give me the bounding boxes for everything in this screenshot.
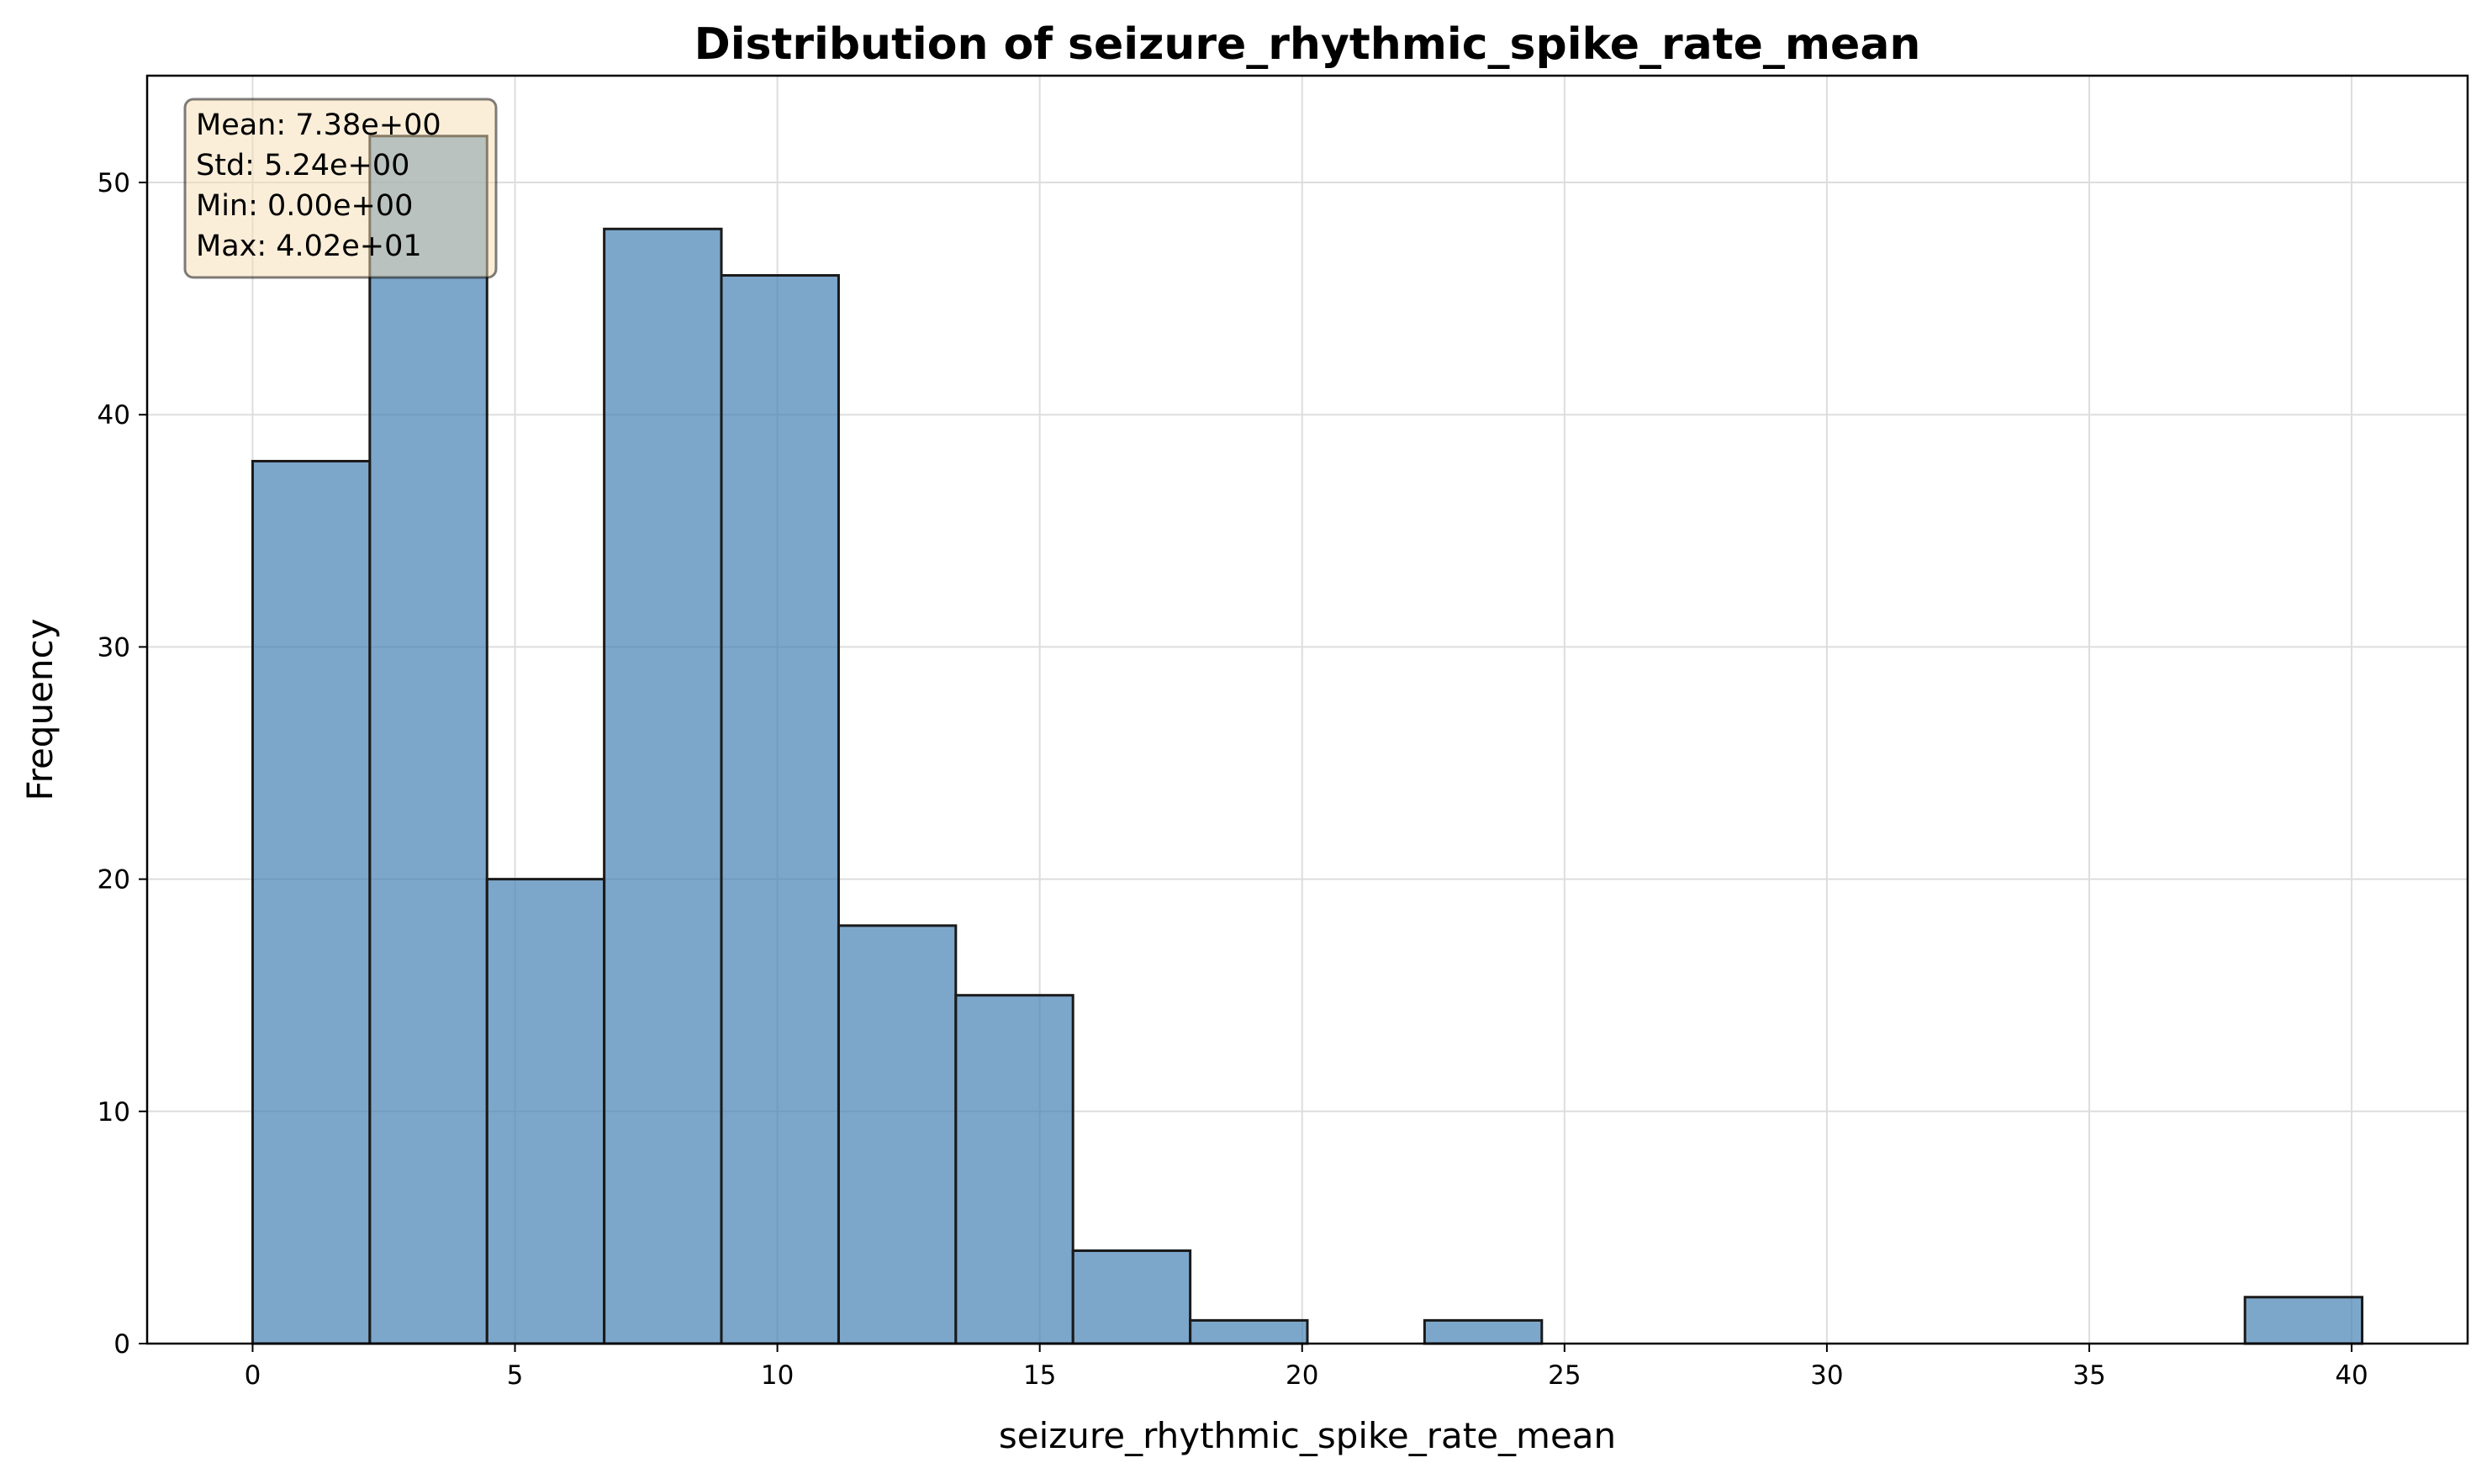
histogram-bar-5 [837, 924, 958, 1345]
stats-max: Max: 4.02e+01 [196, 230, 422, 263]
x-tick-label-3: 15 [1023, 1360, 1056, 1391]
y-tick-label-2: 20 [98, 865, 130, 895]
x-tick-label-8: 40 [2335, 1360, 2368, 1391]
stats-box: Mean: 7.38e+00 Std: 5.24e+00 Min: 0.00e+… [183, 98, 498, 279]
x-tick-label-0: 0 [245, 1360, 261, 1391]
y-tick-label-1: 10 [98, 1097, 130, 1128]
stats-std: Std: 5.24e+00 [196, 149, 409, 182]
stats-min: Min: 0.00e+00 [196, 189, 413, 223]
y-tick-label-4: 40 [98, 400, 130, 430]
x-axis-title: seizure_rhythmic_spike_rate_mean [999, 1415, 1616, 1456]
stats-box-background [183, 98, 498, 279]
x-tick-label-6: 30 [1810, 1360, 1843, 1391]
histogram-bar-6 [954, 994, 1074, 1345]
histogram-bar-7 [1071, 1249, 1192, 1345]
histogram-bar-10 [1423, 1318, 1544, 1345]
histogram-bars [251, 135, 2364, 1345]
x-tick-label-2: 10 [761, 1360, 794, 1391]
histogram-bar-8 [1189, 1318, 1309, 1345]
x-tick-label-1: 5 [507, 1360, 524, 1391]
histogram-bar-1 [368, 135, 488, 1345]
histogram-bar-0 [251, 459, 372, 1345]
y-tick-label-5: 50 [98, 168, 130, 198]
axes-frame [145, 74, 2469, 1345]
stats-mean: Mean: 7.38e+00 [196, 108, 441, 142]
x-tick-label-5: 25 [1548, 1360, 1581, 1391]
axis-ticks: 0 5 10 15 20 25 30 35 40 0 10 20 30 40 50 [98, 168, 2368, 1391]
histogram-bar-4 [720, 274, 840, 1345]
x-tick-label-7: 35 [2072, 1360, 2105, 1391]
histogram-bar-2 [485, 878, 606, 1345]
chart-title: Distribution of seizure_rhythmic_spike_r… [694, 19, 1921, 70]
x-tick-label-4: 20 [1286, 1360, 1318, 1391]
histogram-bar-17 [2243, 1296, 2364, 1345]
y-tick-label-3: 30 [98, 632, 130, 663]
y-tick-label-0: 0 [114, 1329, 130, 1360]
histogram-bar-3 [603, 227, 723, 1345]
y-axis-title: Frequency [19, 619, 61, 801]
